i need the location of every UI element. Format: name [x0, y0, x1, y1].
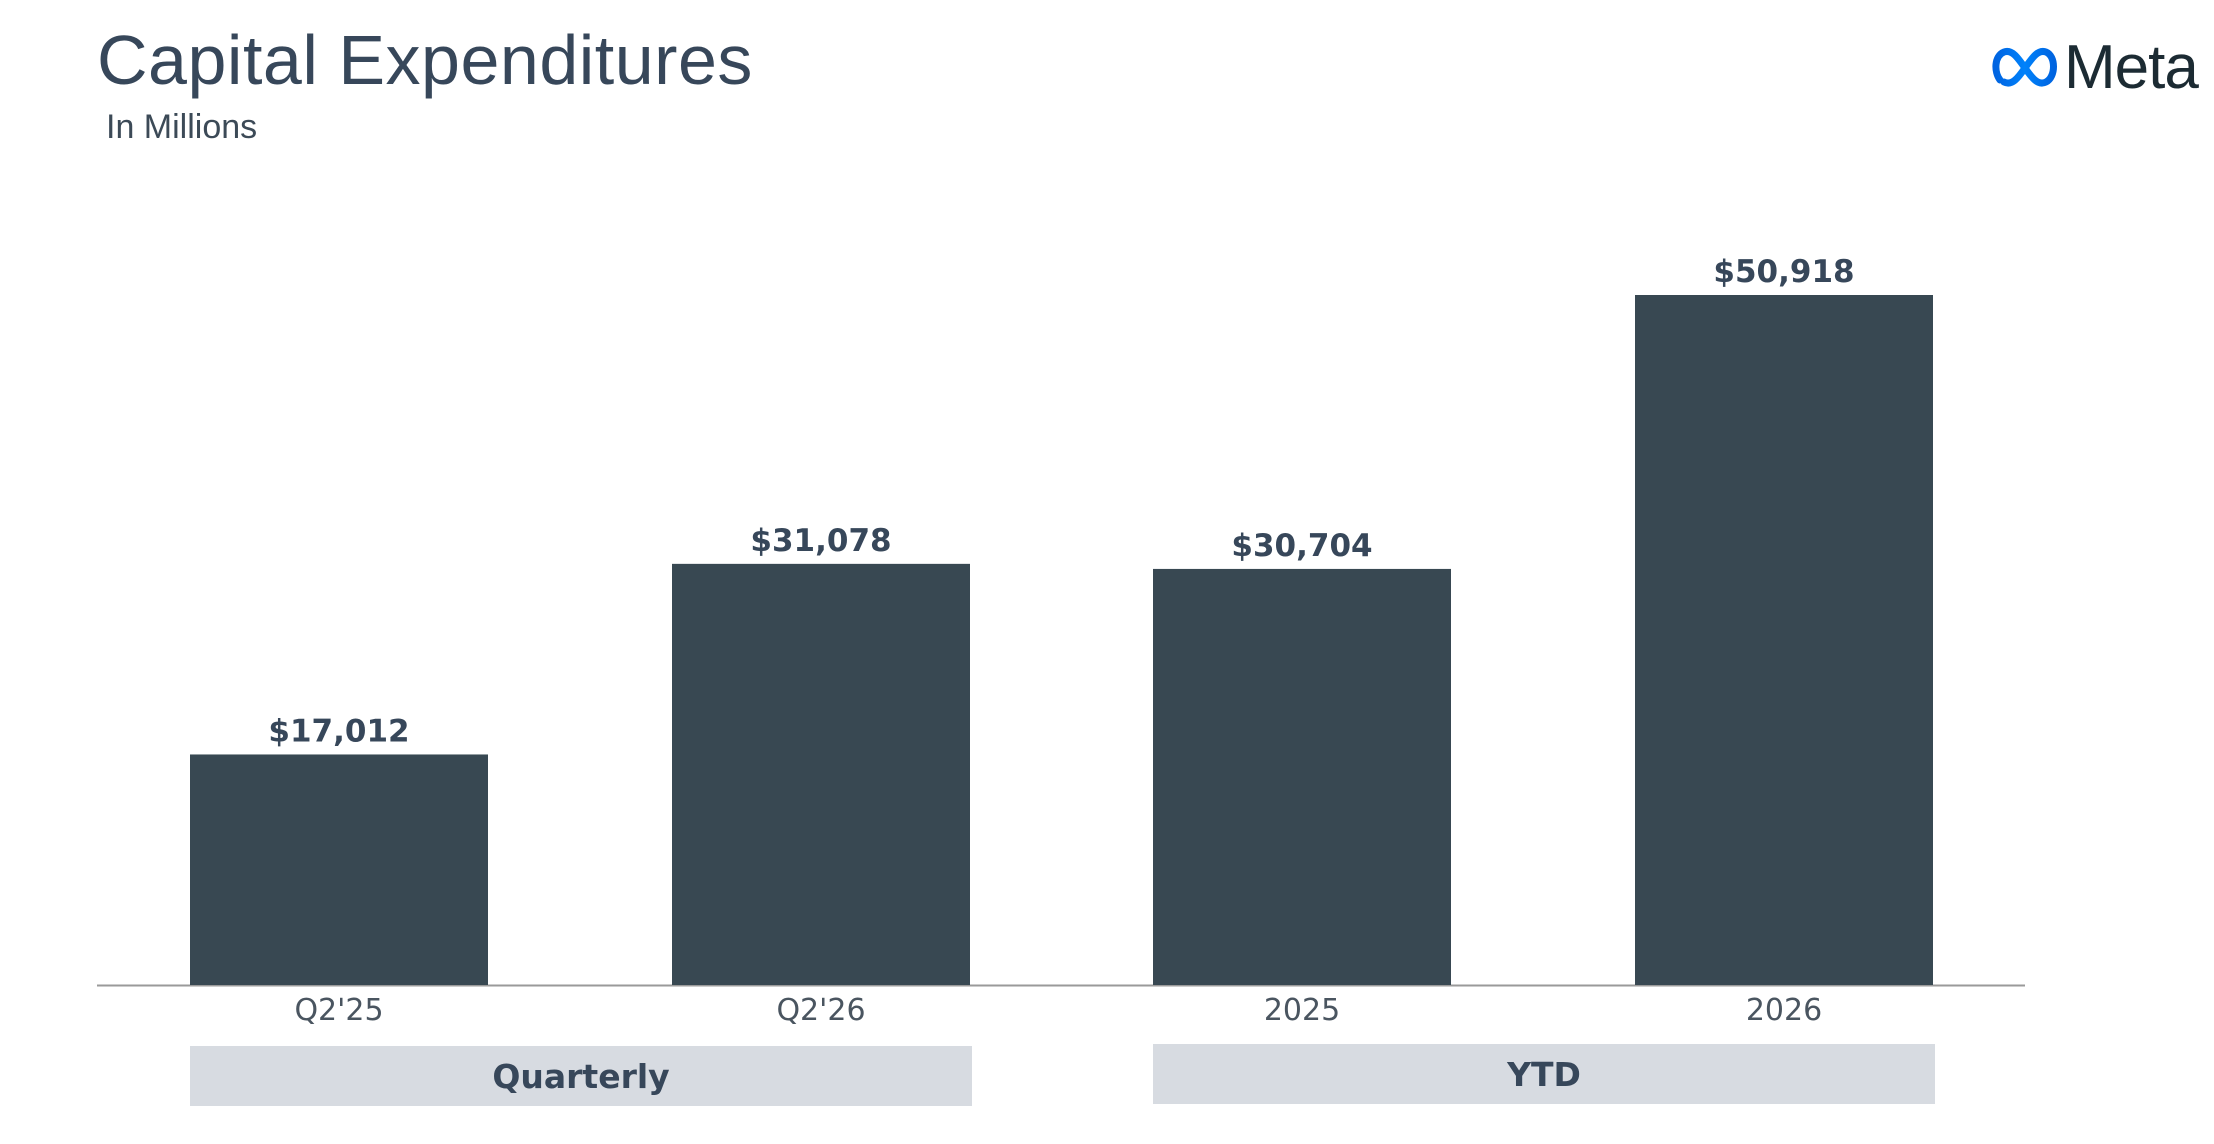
data-label: $17,012: [268, 713, 409, 749]
group-label-quarterly: Quarterly: [492, 1057, 669, 1096]
data-label: $30,704: [1231, 528, 1372, 564]
group-label-ytd: YTD: [1506, 1055, 1581, 1094]
chart-title: Capital Expenditures: [97, 21, 753, 99]
x-tick-label: 2025: [1264, 993, 1340, 1028]
data-label: $50,918: [1713, 254, 1854, 290]
group-box-ytd: [1153, 1044, 1935, 1104]
bar-Q2'25: [190, 754, 488, 985]
group-box-quarterly: [190, 1046, 972, 1106]
bar-Q2'26: [672, 563, 970, 985]
bar-2025: [1153, 568, 1451, 985]
data-label: $31,078: [750, 523, 891, 559]
meta-logo: Meta: [1992, 32, 2199, 102]
chart-subtitle: In Millions: [106, 108, 258, 146]
meta-infinity-icon: [1992, 47, 2057, 87]
x-tick-label: Q2'26: [776, 993, 865, 1028]
bar-2026: [1635, 295, 1933, 985]
meta-wordmark: Meta: [2064, 32, 2199, 102]
x-tick-label: 2026: [1746, 993, 1822, 1028]
x-tick-label: Q2'25: [294, 993, 383, 1028]
